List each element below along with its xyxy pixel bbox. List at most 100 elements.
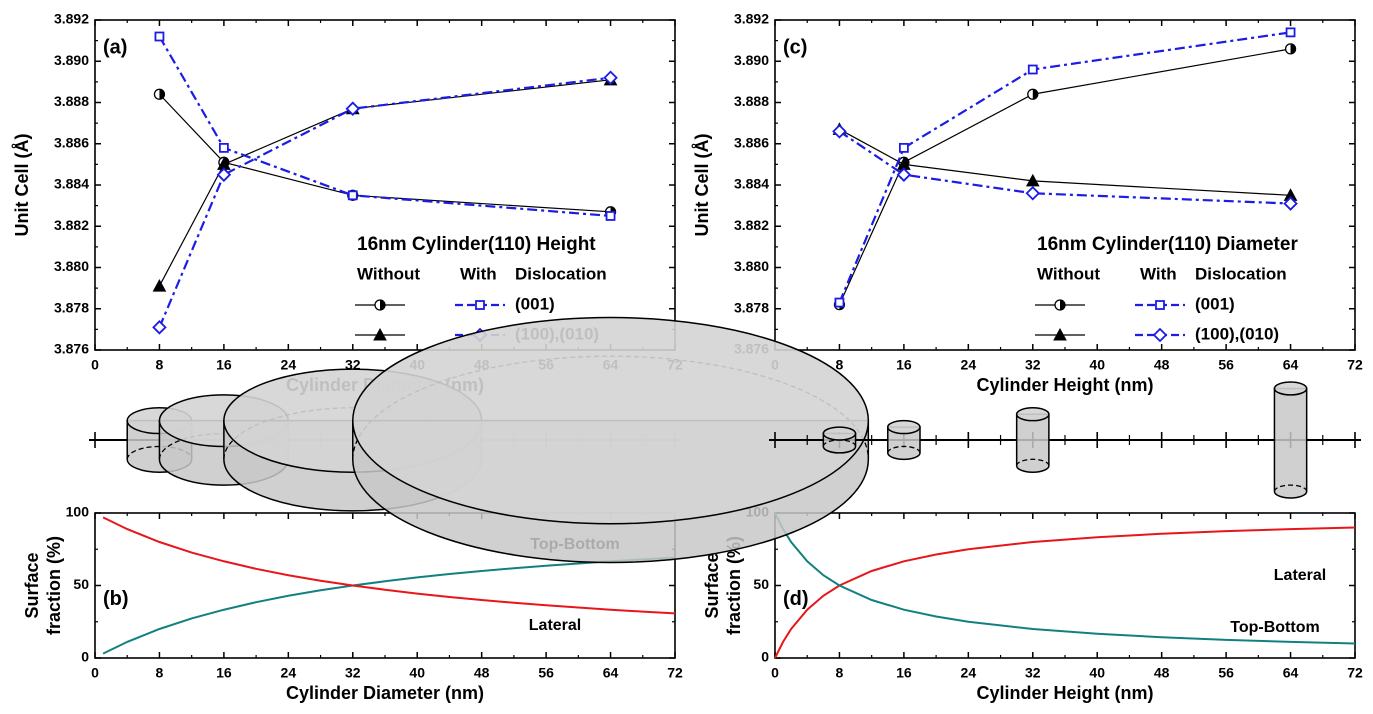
marker: [898, 142, 909, 153]
series-label: Lateral: [1274, 567, 1326, 584]
legend-column: Dislocation: [515, 264, 607, 283]
series-line: [839, 128, 1291, 196]
series-line: [158, 35, 611, 218]
y-tick-label: 3.890: [54, 52, 89, 68]
x-axis-label: Cylinder Height (nm): [976, 375, 1153, 395]
x-tick-label: 24: [961, 665, 977, 681]
y-tick-label: 3.888: [734, 93, 769, 109]
x-tick-label: 32: [1025, 665, 1041, 681]
y-tick-label: 3.882: [54, 217, 89, 233]
marker-body: [605, 211, 616, 221]
x-tick-label: 16: [896, 665, 912, 681]
x-tick-label: 64: [603, 665, 619, 681]
cylinder-top: [1015, 407, 1050, 422]
legend-column: With: [460, 264, 497, 283]
x-tick-label: 8: [836, 357, 844, 373]
x-tick-label: 16: [896, 357, 912, 373]
x-tick-label: 0: [771, 665, 779, 681]
marker-body: [152, 279, 167, 292]
y-tick-label: 0: [81, 649, 89, 665]
cylinder-body: [1015, 413, 1050, 473]
x-tick-label: 40: [409, 665, 425, 681]
marker: [896, 167, 912, 182]
x-tick-label: 72: [667, 665, 683, 681]
marker: [834, 297, 845, 308]
marker: [1025, 173, 1040, 187]
y-tick-label: 3.888: [54, 93, 89, 109]
y-tick-label: 3.880: [734, 258, 769, 274]
y-tick-label: 50: [753, 576, 769, 592]
marker: [1155, 300, 1165, 310]
y-tick-label: 3.876: [54, 341, 89, 357]
marker-body: [1155, 300, 1165, 310]
series-line: [102, 556, 676, 655]
legend-row: (001): [1195, 294, 1235, 313]
x-tick-label: 8: [156, 665, 164, 681]
y-tick-label: 3.886: [734, 134, 769, 150]
x-tick-label: 8: [156, 357, 164, 373]
marker-body: [154, 31, 165, 42]
marker-fill: [1290, 43, 1296, 54]
x-tick-label: 56: [1218, 357, 1234, 373]
cylinder-top: [352, 316, 870, 525]
marker-body: [832, 124, 847, 139]
marker: [1152, 327, 1168, 343]
x-tick-label: 24: [281, 665, 297, 681]
cylinder-top: [887, 419, 921, 435]
x-tick-label: 24: [961, 357, 977, 373]
y-axis-label: Surface: [702, 552, 722, 618]
legend-row: (001): [515, 294, 555, 313]
y-tick-label: 100: [66, 504, 90, 520]
marker: [605, 211, 616, 221]
y-tick-label: 3.880: [54, 258, 89, 274]
marker: [152, 320, 167, 335]
cylinder-back: [1273, 484, 1308, 492]
cylinder-back: [1016, 458, 1050, 466]
x-axis-label: Cylinder Diameter (nm): [286, 683, 484, 703]
cylinder-body: [1273, 387, 1308, 499]
legend-title: 16nm Cylinder(110) Diameter: [1037, 234, 1298, 255]
x-tick-label: 72: [1347, 357, 1363, 373]
plot-frame: [94, 19, 676, 351]
y-tick-label: 3.892: [54, 11, 89, 27]
marker-fill: [159, 89, 165, 100]
cylinder-body: [887, 426, 921, 461]
legend-column: With: [1140, 264, 1177, 283]
marker-body: [152, 320, 167, 335]
marker: [152, 279, 167, 292]
x-tick-label: 0: [91, 357, 99, 373]
cylinder-icon: [887, 419, 921, 461]
series-label: Lateral: [529, 617, 581, 634]
y-tick-label: 3.886: [54, 134, 89, 150]
plot-frame: [94, 512, 676, 659]
cylinder-icon: [352, 316, 870, 563]
series-line: [159, 93, 611, 213]
x-tick-label: 16: [216, 665, 232, 681]
marker: [345, 101, 361, 116]
y-axis-label: Unit Cell (Å): [692, 134, 712, 237]
series-line: [838, 130, 1291, 205]
marker: [373, 327, 387, 341]
marker: [218, 142, 229, 153]
cylinder-top: [1273, 381, 1308, 396]
marker-body: [896, 167, 912, 182]
cylinder-back: [887, 445, 921, 454]
plot-frame: [774, 19, 1356, 351]
legend-column: Without: [357, 264, 420, 283]
x-axis-label: Cylinder Height (nm): [976, 683, 1153, 703]
x-tick-label: 8: [836, 665, 844, 681]
marker: [374, 299, 386, 311]
y-axis-label: fraction (%): [44, 536, 64, 635]
panel-label: (c): [783, 36, 807, 58]
y-tick-label: 3.884: [734, 176, 769, 192]
y-axis-label: Surface: [22, 552, 42, 618]
marker-body: [1152, 327, 1168, 343]
marker-fill: [1032, 89, 1038, 100]
x-tick-label: 72: [1347, 665, 1363, 681]
y-tick-label: 3.882: [734, 217, 769, 233]
y-tick-label: 3.878: [734, 299, 769, 315]
y-tick-label: 3.890: [734, 52, 769, 68]
marker: [1285, 27, 1296, 38]
cylinder-icon: [1015, 407, 1050, 473]
x-tick-label: 64: [1283, 357, 1299, 373]
